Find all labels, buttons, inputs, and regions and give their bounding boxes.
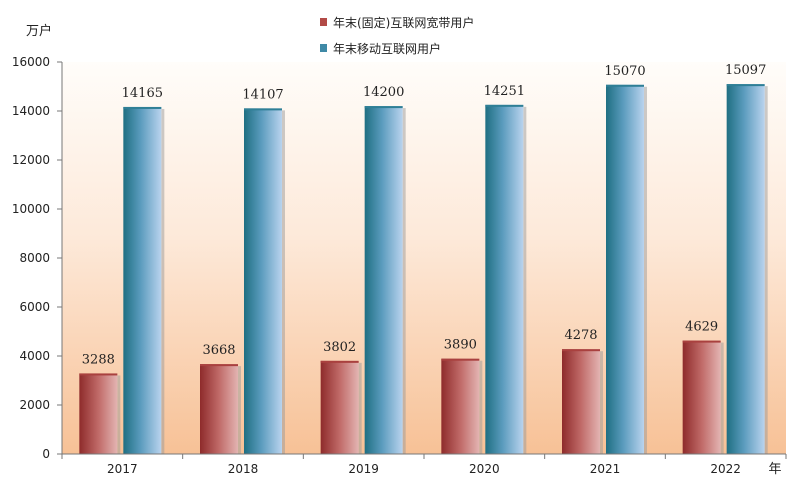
bar-top-cap xyxy=(244,108,282,111)
bar-top-cap xyxy=(364,106,403,109)
bar-shadow xyxy=(117,375,121,454)
legend-item-mobile: 年末移动互联网用户 xyxy=(320,38,474,58)
x-axis-unit: 年 xyxy=(768,462,781,477)
x-tick-label: 2019 xyxy=(348,462,379,476)
bar-broadband xyxy=(562,349,600,454)
bar-shadow xyxy=(358,362,362,454)
bar-top-cap xyxy=(682,340,721,343)
bar-shadow xyxy=(282,110,285,454)
data-label: 14200 xyxy=(363,85,404,100)
bar-shadow xyxy=(479,360,483,454)
data-label: 3668 xyxy=(202,343,235,358)
y-axis-unit: 万户 xyxy=(26,24,53,39)
data-label: 14107 xyxy=(242,87,283,102)
y-tick-label: 2000 xyxy=(19,398,50,412)
bar-top-cap xyxy=(320,360,359,363)
plot-area-background xyxy=(62,62,786,454)
legend-swatch-mobile-icon xyxy=(320,44,327,52)
legend-item-broadband: 年末(固定)互联网宽带用户 xyxy=(320,12,474,32)
legend-label-broadband: 年末(固定)互联网宽带用户 xyxy=(333,15,475,30)
bar-broadband xyxy=(320,360,359,454)
y-tick-label: 8000 xyxy=(19,251,50,265)
y-tick-label: 4000 xyxy=(19,349,50,363)
legend-swatch-broadband-icon xyxy=(320,18,327,26)
labels-group: 0 2000 4000 6000 8000 10000 12000 14000 16000 328… xyxy=(12,55,782,477)
bar-top-cap xyxy=(441,358,480,361)
bar-shadow xyxy=(764,86,768,454)
y-tick-label: 16000 xyxy=(12,55,50,69)
y-tick-label: 14000 xyxy=(12,104,50,118)
data-label: 3802 xyxy=(323,340,356,355)
y-tick-label: 12000 xyxy=(12,153,50,167)
bar-mobile xyxy=(606,84,644,454)
bar-top-cap xyxy=(79,373,118,376)
x-tick-label: 2018 xyxy=(228,462,259,476)
y-tick-label: 10000 xyxy=(12,202,50,216)
bar-top-cap xyxy=(200,364,238,367)
bar-shadow xyxy=(600,351,603,454)
bar-mobile xyxy=(244,108,282,454)
x-tick-label: 2021 xyxy=(590,462,621,476)
legend: 年末(固定)互联网宽带用户 年末移动互联网用户 xyxy=(320,12,474,64)
bars-group xyxy=(79,84,768,455)
bar-mobile xyxy=(123,106,162,455)
data-label: 14251 xyxy=(484,84,525,99)
bar-shadow xyxy=(523,106,527,455)
bar-top-cap xyxy=(726,84,765,87)
axes-group xyxy=(57,61,787,459)
data-label: 3890 xyxy=(444,338,477,353)
bar-broadband xyxy=(79,373,118,454)
bar-top-cap xyxy=(562,349,600,352)
bar-broadband xyxy=(682,340,721,454)
bar-shadow xyxy=(720,342,724,454)
bar-shadow xyxy=(644,86,647,454)
bar-shadow xyxy=(161,108,165,455)
x-tick-label: 2017 xyxy=(107,462,138,476)
bar-top-cap xyxy=(123,106,162,109)
data-label: 14165 xyxy=(122,86,163,101)
data-label: 15070 xyxy=(604,64,645,79)
data-label: 4629 xyxy=(685,320,718,335)
bar-shadow xyxy=(238,366,241,454)
data-label: 4278 xyxy=(564,328,597,343)
bar-shadow xyxy=(402,108,406,454)
data-label: 15097 xyxy=(725,63,766,78)
x-tick-label: 2020 xyxy=(469,462,500,476)
x-tick-label: 2022 xyxy=(710,462,741,476)
legend-label-mobile: 年末移动互联网用户 xyxy=(333,41,442,56)
bar-mobile xyxy=(485,104,524,455)
bar-mobile xyxy=(726,84,765,454)
bar-top-cap xyxy=(485,104,524,107)
y-tick-label: 0 xyxy=(42,447,50,461)
bar-top-cap xyxy=(606,84,644,87)
bar-broadband xyxy=(441,358,480,454)
bar-broadband xyxy=(200,364,238,454)
bar-mobile xyxy=(364,106,403,454)
data-label: 3288 xyxy=(82,352,115,367)
y-tick-label: 6000 xyxy=(19,300,50,314)
